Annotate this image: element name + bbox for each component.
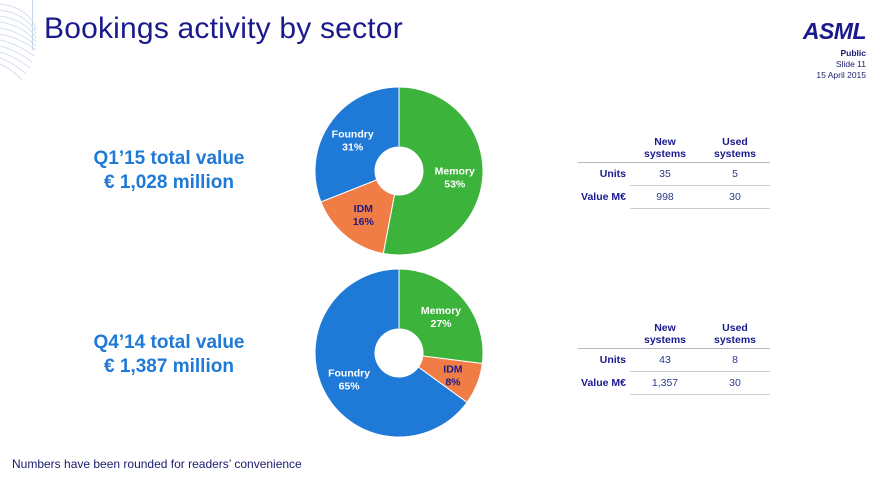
table-row: Value M€ 1,357 30: [578, 371, 770, 395]
slice-percent: 31%: [342, 142, 364, 154]
slice-percent: 53%: [444, 178, 466, 190]
header-blank: [578, 134, 630, 163]
row-label: Value M€: [581, 377, 626, 389]
slide-date: 15 April 2015: [816, 70, 866, 80]
slice-percent: 8%: [445, 376, 461, 388]
q4-total-value: € 1,387 million: [104, 356, 234, 377]
header-new-systems: New systems: [630, 134, 700, 163]
cell-used: 30: [700, 371, 770, 395]
asml-logo: ASML: [802, 18, 867, 44]
slide-title: Bookings activity by sector: [44, 12, 403, 45]
q4-total-block: Q4’14 total value € 1,387 million: [74, 331, 264, 379]
table-row: Units 35 5: [578, 162, 770, 186]
donut-slice-idm: [320, 179, 396, 255]
cell-new: 35: [630, 162, 700, 186]
q1-total-block: Q1’15 total value € 1,028 million: [74, 147, 264, 195]
header-blank: [578, 320, 630, 349]
slide-meta: Public Slide 11 15 April 2015: [816, 48, 866, 81]
header-new-systems: New systems: [630, 320, 700, 349]
header-used-systems: Used systems: [700, 320, 770, 349]
q1-total-title: Q1’15 total value: [93, 148, 245, 169]
header-used-systems: Used systems: [700, 134, 770, 163]
row-label: Units: [599, 168, 626, 181]
table-header-row: New systems Used systems: [578, 134, 770, 163]
cell-used: 30: [700, 185, 770, 209]
table-row: Units 43 8: [578, 348, 770, 372]
corner-decoration: [0, 3, 37, 81]
slice-category: Foundry: [332, 129, 374, 141]
q1-total-value: € 1,028 million: [104, 172, 234, 193]
footnote: Numbers have been rounded for readers’ c…: [12, 457, 302, 471]
title-rule: [32, 0, 33, 50]
donut-slice-memory: [398, 268, 484, 365]
slice-percent: 27%: [430, 318, 452, 330]
cell-used: 8: [700, 348, 770, 372]
cell-new: 998: [630, 185, 700, 209]
donut-slice-foundry: [314, 268, 468, 438]
slice-category: IDM: [443, 363, 463, 375]
q4-systems-table: New systems Used systems Units 43 8 Value …: [578, 320, 770, 395]
row-label: Units: [599, 354, 626, 367]
cell-used: 5: [700, 162, 770, 186]
table-header-row: New systems Used systems: [578, 320, 770, 349]
slide-number: Slide 11: [835, 59, 866, 69]
donut-slice-foundry: [314, 86, 400, 203]
slice-category: IDM: [354, 203, 374, 215]
row-label: Value M€: [581, 191, 626, 203]
slice-percent: 65%: [339, 380, 361, 392]
classification-label: Public: [840, 48, 866, 58]
slice-percent: 16%: [353, 216, 375, 228]
q4-total-title: Q4’14 total value: [93, 332, 245, 353]
slice-category: Memory: [421, 305, 461, 317]
slice-category: Foundry: [328, 367, 370, 379]
cell-new: 43: [630, 348, 700, 372]
slice-category: Memory: [435, 165, 475, 177]
donut-slice-memory: [382, 86, 484, 256]
table-row: Value M€ 998 30: [578, 185, 770, 209]
q1-systems-table: New systems Used systems Units 35 5 Value …: [578, 134, 770, 209]
cell-new: 1,357: [630, 371, 700, 395]
